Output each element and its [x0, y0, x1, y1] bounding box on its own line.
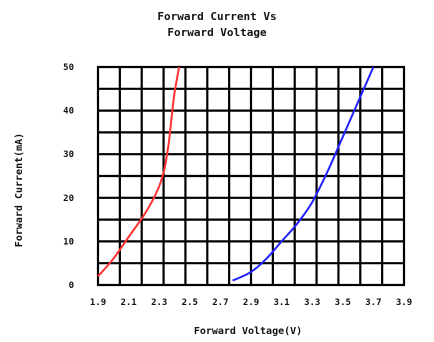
x-tick-label: 3.5	[335, 298, 351, 308]
x-tick-label: 3.1	[273, 298, 289, 308]
y-tick-label: 50	[63, 63, 74, 73]
y-tick-label: 30	[63, 150, 74, 160]
x-axis-label: Forward Voltage(V)	[194, 326, 302, 337]
y-axis-label: Forward Current(mA)	[14, 133, 25, 247]
x-tick-label: 3.7	[365, 298, 381, 308]
y-tick-label: 0	[69, 281, 74, 291]
x-tick-label: 2.7	[212, 298, 228, 308]
series-line-2	[233, 67, 374, 281]
y-tick-label: 40	[63, 107, 74, 117]
y-tick-labels: 0 10 20 30 40 50	[63, 63, 74, 291]
x-tick-label: 2.9	[243, 298, 259, 308]
x-tick-label: 3.3	[304, 298, 320, 308]
x-tick-label: 3.9	[396, 298, 412, 308]
y-tick-label: 20	[63, 194, 74, 204]
series-line-1	[98, 67, 179, 276]
x-tick-labels: 1.9 2.1 2.3 2.5 2.7 2.9 3.1 3.3 3.5 3.7 3.9	[90, 298, 412, 308]
x-tick-label: 1.9	[90, 298, 106, 308]
x-tick-label: 2.3	[151, 298, 167, 308]
x-tick-label: 2.5	[182, 298, 198, 308]
series-layer	[98, 67, 373, 281]
y-tick-label: 10	[63, 237, 74, 247]
x-tick-label: 2.1	[120, 298, 136, 308]
